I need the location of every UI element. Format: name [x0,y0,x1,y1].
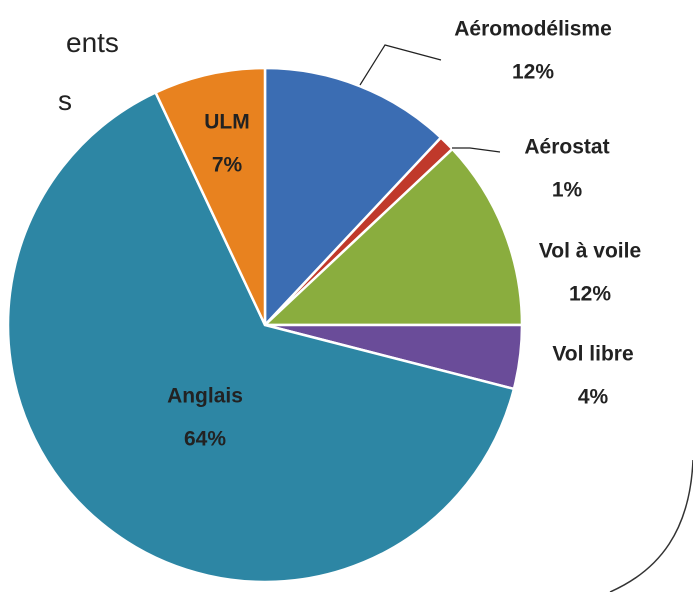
pie-slice [153,66,267,326]
category-label: Anglais [167,385,243,408]
pie-slice [6,90,516,584]
annotation: ents [66,27,119,58]
category-label: Vol à voile [539,240,641,263]
value-label: 12% [512,61,554,84]
value-label: 4% [578,386,609,409]
value-label: 1% [552,179,583,202]
value-label: 12% [569,283,611,306]
leader-line [452,147,501,153]
leader-line [359,44,442,86]
value-label: 64% [184,428,226,451]
decorative-curve [609,459,693,592]
pie-slice [261,147,524,327]
category-label: Vol libre [552,343,633,366]
labels: Aéromodélisme 12% Aérostat 1% Vol à voile 12%… [167,18,641,451]
pie [6,66,524,584]
pie-slice [263,66,443,329]
category-label: Aérostat [524,136,609,159]
annotation: s [58,85,72,116]
value-label: 7% [212,154,243,177]
category-label: Aéromodélisme [454,18,612,41]
category-label: ULM [204,111,250,134]
